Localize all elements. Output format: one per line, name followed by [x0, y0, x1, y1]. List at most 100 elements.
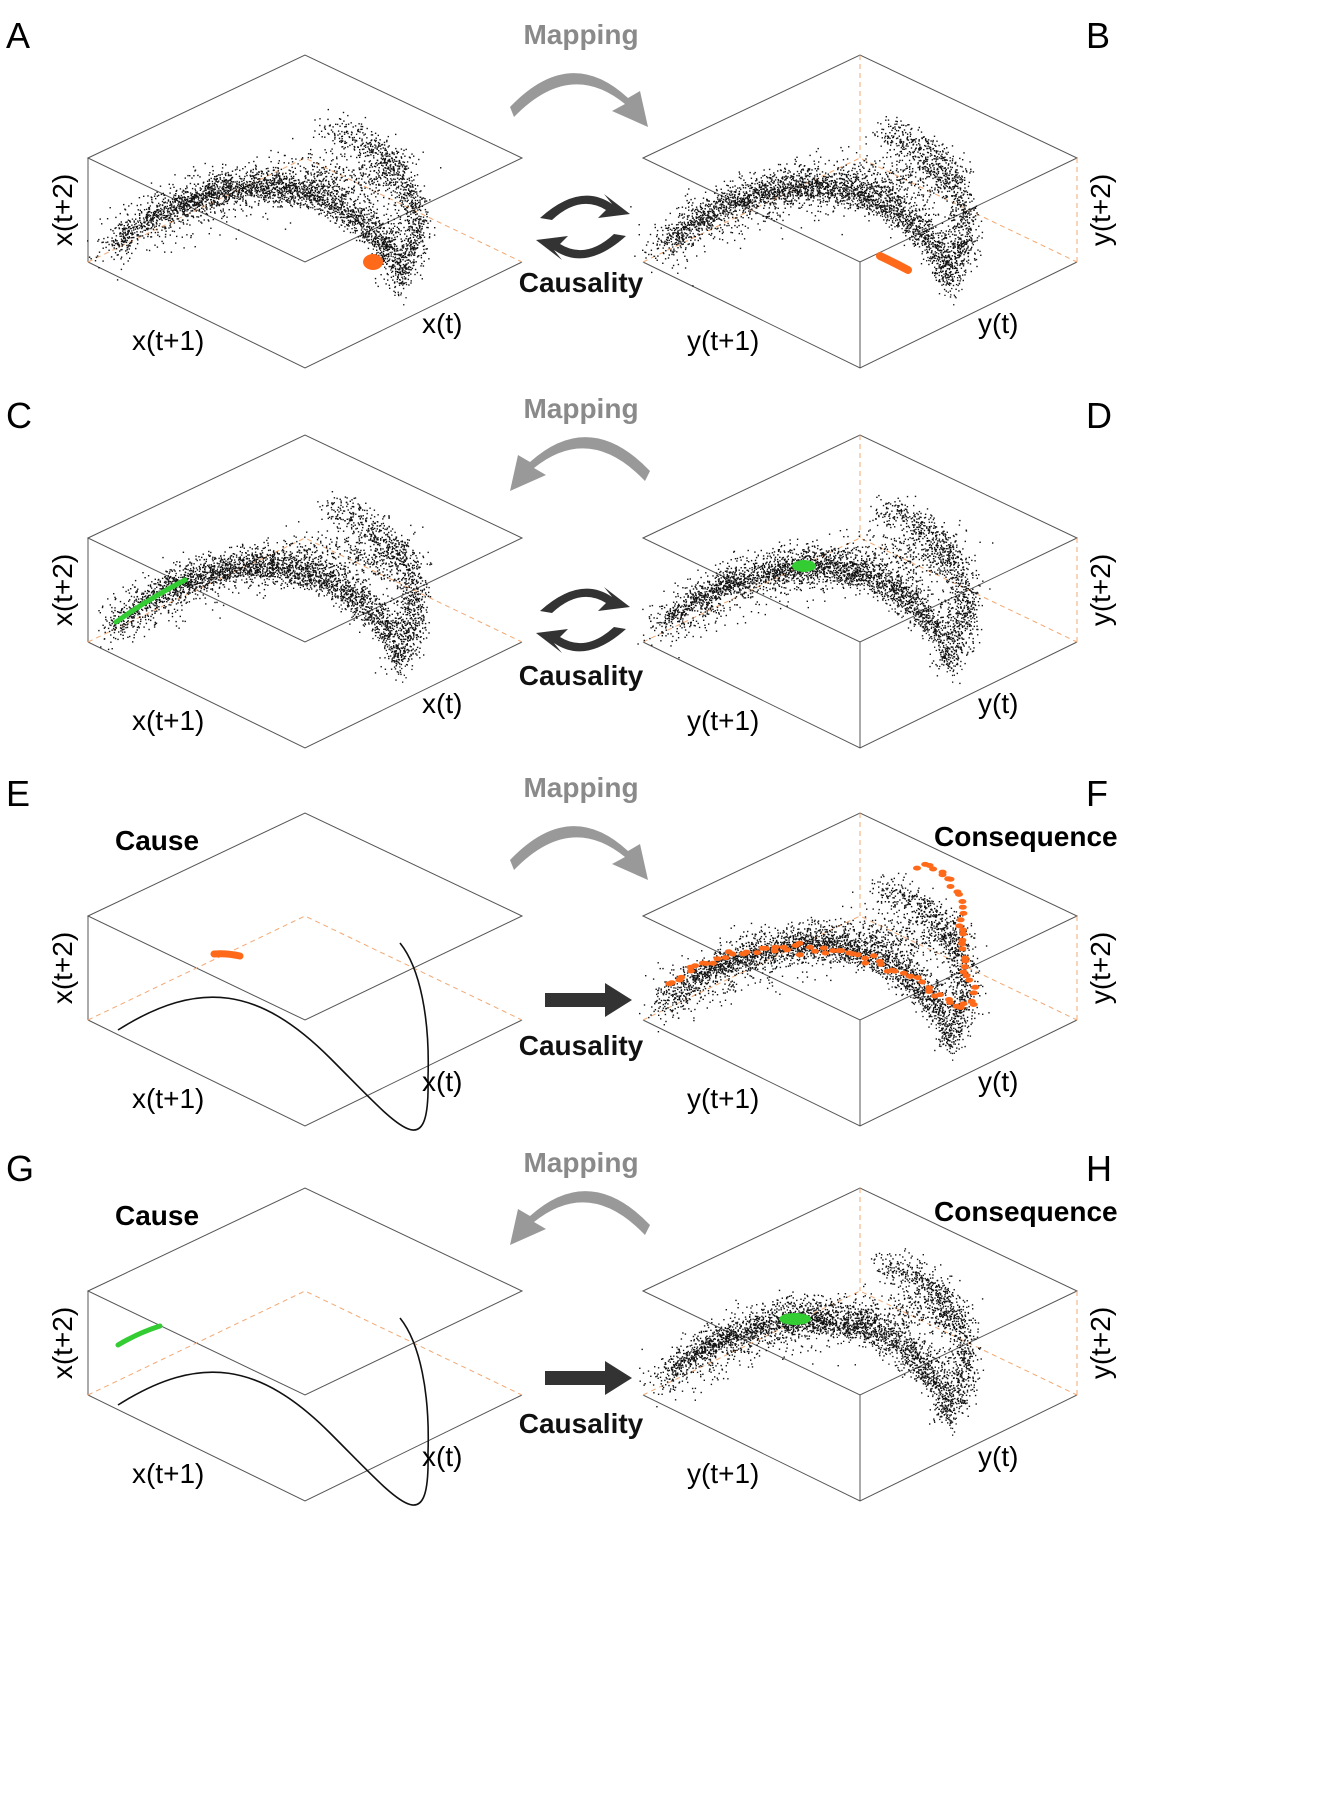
panel-letter: F: [1086, 773, 1108, 814]
figure-row: Cx(t+2) x(t+1) x(t) Dy(t+2) y(t+1) y(t) Mappin…: [6, 393, 1116, 749]
cause-curve: [117, 942, 430, 1131]
attractor-point-cloud: [98, 491, 433, 683]
axis-label-width: x(t): [422, 1066, 462, 1097]
middle-connector: Mapping Causality: [510, 19, 648, 298]
axis-label-depth: y(t+1): [687, 1083, 759, 1114]
axis-label-vertical: x(t+2): [47, 1307, 78, 1379]
cause-curve: [117, 1317, 430, 1506]
axis-label-width: x(t): [422, 1441, 462, 1472]
panel-b: By(t+2) y(t+1) y(t): [630, 15, 1116, 369]
attractor-point-cloud: [637, 494, 994, 685]
attractor-point-cloud: [639, 1248, 985, 1436]
panel-a: Ax(t+2) x(t+1) x(t): [6, 15, 524, 369]
axis-label-depth: x(t+1): [132, 1083, 204, 1114]
axis-label-depth: y(t+1): [687, 705, 759, 736]
box-bottom-edge: [87, 261, 523, 369]
box-back-edge: [87, 915, 523, 1021]
figure-row: Ax(t+2) x(t+1) x(t) By(t+2) y(t+1) y(t) Mappin…: [6, 15, 1116, 369]
axis-label-vertical: y(t+2): [1085, 174, 1116, 246]
box-bottom-edge: [642, 641, 1078, 749]
axis-label-width: x(t): [422, 308, 462, 339]
cycle-arrows-icon: [536, 587, 630, 653]
orange-highlight-band: [210, 950, 244, 960]
axis-label-depth: x(t+1): [132, 325, 204, 356]
box-top-face: [86, 54, 524, 263]
orange-highlight-band: [876, 252, 912, 274]
mapping-label: Mapping: [523, 19, 638, 50]
panel-letter: H: [1086, 1148, 1112, 1189]
panel-h: Hy(t+2) y(t+1) y(t) Consequence: [639, 1148, 1118, 1502]
highlight-points: [363, 252, 912, 274]
axis-label-width: y(t): [978, 688, 1018, 719]
panel-letter: D: [1086, 395, 1112, 436]
panel-letter: A: [6, 15, 30, 56]
box-top-face: [86, 812, 524, 1021]
consequence-label: Consequence: [934, 821, 1118, 852]
right-arrow-icon: [545, 1361, 632, 1395]
attractor-point-cloud: [87, 108, 442, 306]
orange-highlight-scatter: [665, 861, 980, 1010]
highlight-points: [115, 1313, 811, 1348]
axis-label-width: y(t): [978, 1441, 1018, 1472]
consequence-label: Consequence: [934, 1196, 1118, 1227]
box-top-face: [86, 434, 524, 643]
axis-label-vertical: y(t+2): [1085, 1307, 1116, 1379]
axis-label-width: y(t): [978, 308, 1018, 339]
curved-arrow-left-icon: [510, 437, 650, 491]
panel-letter: C: [6, 395, 32, 436]
middle-connector: Mapping Causality: [510, 772, 648, 1061]
orange-highlight-blob: [363, 254, 383, 270]
box-back-edge: [87, 1290, 523, 1396]
box-bottom-edge: [642, 1019, 1078, 1127]
green-highlight-blob: [779, 1313, 811, 1325]
axis-label-vertical: x(t+2): [47, 174, 78, 246]
causality-label: Causality: [519, 660, 644, 691]
box-bottom-edge: [642, 1394, 1078, 1502]
cause-label: Cause: [115, 1200, 199, 1231]
mapping-label: Mapping: [523, 1147, 638, 1178]
highlight-points: [210, 861, 980, 1010]
axis-label-depth: y(t+1): [687, 325, 759, 356]
causality-label: Causality: [519, 267, 644, 298]
panel-letter: G: [6, 1148, 34, 1189]
axis-label-vertical: x(t+2): [47, 932, 78, 1004]
box-bottom-edge: [87, 1394, 523, 1502]
curved-arrow-right-icon: [510, 826, 648, 880]
box-top-face: [86, 1187, 524, 1396]
axis-label-depth: x(t+1): [132, 1458, 204, 1489]
panel-d: Dy(t+2) y(t+1) y(t): [637, 395, 1116, 749]
curved-arrow-left-icon: [510, 1191, 650, 1245]
box-bottom-edge: [642, 261, 1078, 369]
cycle-arrows-icon: [536, 194, 630, 260]
green-highlight-band: [113, 577, 188, 625]
figure-row: Gx(t+2) x(t+1) x(t) Cause Hy(t+2) y(t+1) y(t) C…: [6, 1147, 1118, 1506]
right-arrow-icon: [545, 983, 632, 1017]
curved-arrow-right-icon: [510, 73, 648, 127]
panel-letter: B: [1086, 15, 1110, 56]
green-highlight-band: [115, 1323, 163, 1348]
green-highlight-blob: [792, 560, 816, 572]
mapping-label: Mapping: [523, 393, 638, 424]
axis-label-width: y(t): [978, 1066, 1018, 1097]
causality-label: Causality: [519, 1408, 644, 1439]
panel-f: Fy(t+2) y(t+1) y(t) Consequence: [639, 773, 1118, 1127]
box-back-edge: [87, 157, 523, 263]
axis-label-vertical: y(t+2): [1085, 554, 1116, 626]
box-bottom-edge: [87, 1019, 523, 1127]
figure-row: Ex(t+2) x(t+1) x(t) Cause Fy(t+2) y(t+1) y(t) C…: [6, 772, 1118, 1131]
panel-g: Gx(t+2) x(t+1) x(t) Cause: [6, 1148, 524, 1506]
middle-connector: Mapping Causality: [510, 393, 650, 691]
axis-label-depth: y(t+1): [687, 1458, 759, 1489]
cause-label: Cause: [115, 825, 199, 856]
mapping-label: Mapping: [523, 772, 638, 803]
box-back-edge: [642, 157, 1078, 263]
attractor-point-cloud: [630, 116, 984, 306]
highlight-points: [113, 560, 816, 625]
axis-label-depth: x(t+1): [132, 705, 204, 736]
axis-label-vertical: x(t+2): [47, 554, 78, 626]
axis-label-width: x(t): [422, 688, 462, 719]
causality-label: Causality: [519, 1030, 644, 1061]
panel-c: Cx(t+2) x(t+1) x(t): [6, 395, 524, 749]
middle-connector: Mapping Causality: [510, 1147, 650, 1439]
